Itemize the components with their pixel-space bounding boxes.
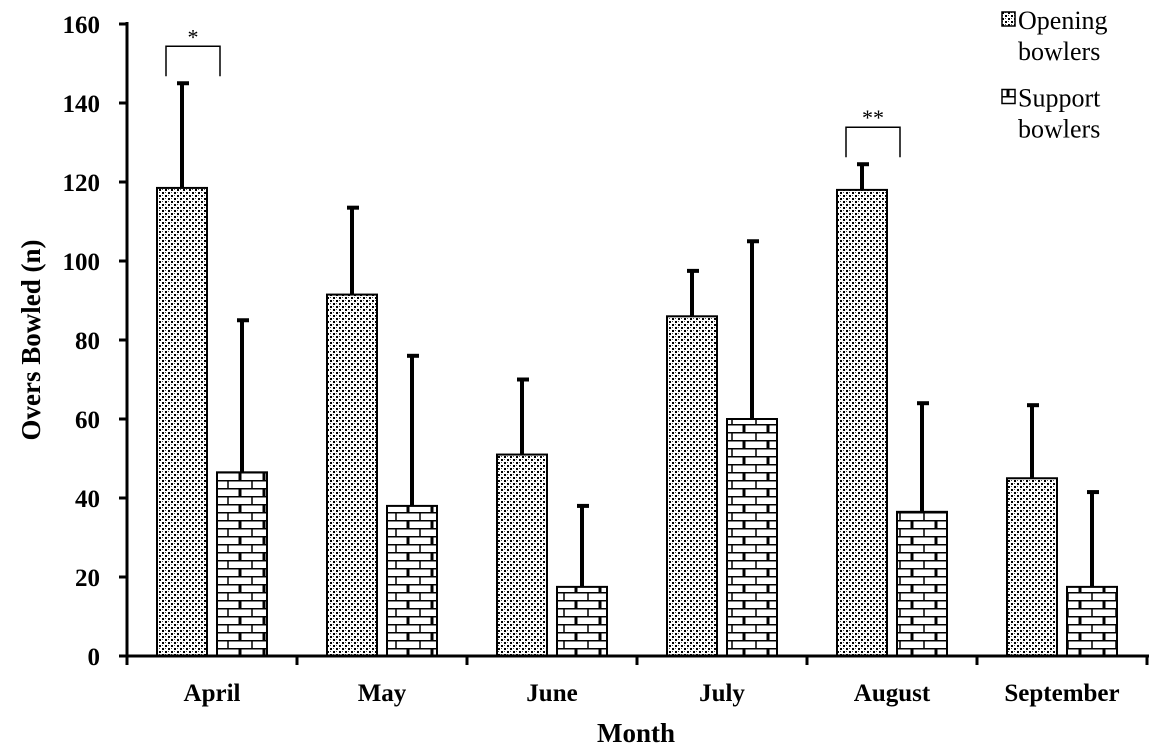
y-tick-label: 120: [63, 170, 101, 197]
y-tick-label: 60: [75, 407, 100, 434]
bar-support-bowlers-june: [556, 585, 608, 657]
bar-opening-bowlers-april: [156, 186, 208, 658]
y-tick-label: 40: [75, 486, 100, 513]
y-tick-label: 0: [88, 644, 101, 671]
bar-opening-bowlers-july: [666, 315, 718, 657]
error-bars-layer: [177, 81, 1099, 587]
y-tick-label: 160: [63, 12, 101, 39]
bar-support-bowlers-august: [896, 510, 948, 658]
annotations-layer: ***: [165, 24, 901, 158]
y-axis-title: Overs Bowled (n): [16, 240, 46, 441]
x-axis-title: Month: [597, 718, 675, 748]
legend-label: Opening: [1018, 6, 1108, 35]
y-tick-label: 140: [63, 91, 101, 118]
axes-layer: April May June July August September 0 20 40 60 80…: [63, 12, 1149, 707]
x-tick-label: May: [358, 680, 407, 707]
y-tick-label: 20: [75, 565, 100, 592]
legend-label: bowlers: [1018, 37, 1100, 66]
x-tick-label: July: [699, 680, 745, 707]
bar-opening-bowlers-august: [836, 188, 888, 657]
significance-marker: **: [862, 105, 884, 130]
significance-marker: *: [188, 24, 199, 49]
y-tick-label: 100: [63, 249, 101, 276]
y-tick-label: 80: [75, 328, 100, 355]
x-tick-label: August: [854, 680, 931, 707]
bars-layer: [156, 186, 1118, 658]
bar-support-bowlers-july: [726, 418, 778, 657]
x-tick-label: June: [526, 680, 577, 707]
bar-support-bowlers-may: [386, 504, 438, 657]
bar-opening-bowlers-september: [1006, 477, 1058, 657]
bar-support-bowlers-april: [216, 471, 268, 658]
bar-support-bowlers-september: [1066, 585, 1118, 657]
significance-bracket: [845, 126, 901, 158]
bar-opening-bowlers-june: [496, 453, 548, 657]
x-tick-label: September: [1004, 680, 1119, 707]
legend-swatch: [1001, 11, 1016, 27]
legend-label: Support: [1018, 84, 1101, 113]
legend-swatch: [1001, 88, 1016, 105]
significance-bracket: [165, 45, 221, 77]
legend-label: bowlers: [1018, 115, 1100, 144]
bar-opening-bowlers-may: [326, 293, 378, 657]
x-tick-label: April: [184, 680, 241, 707]
